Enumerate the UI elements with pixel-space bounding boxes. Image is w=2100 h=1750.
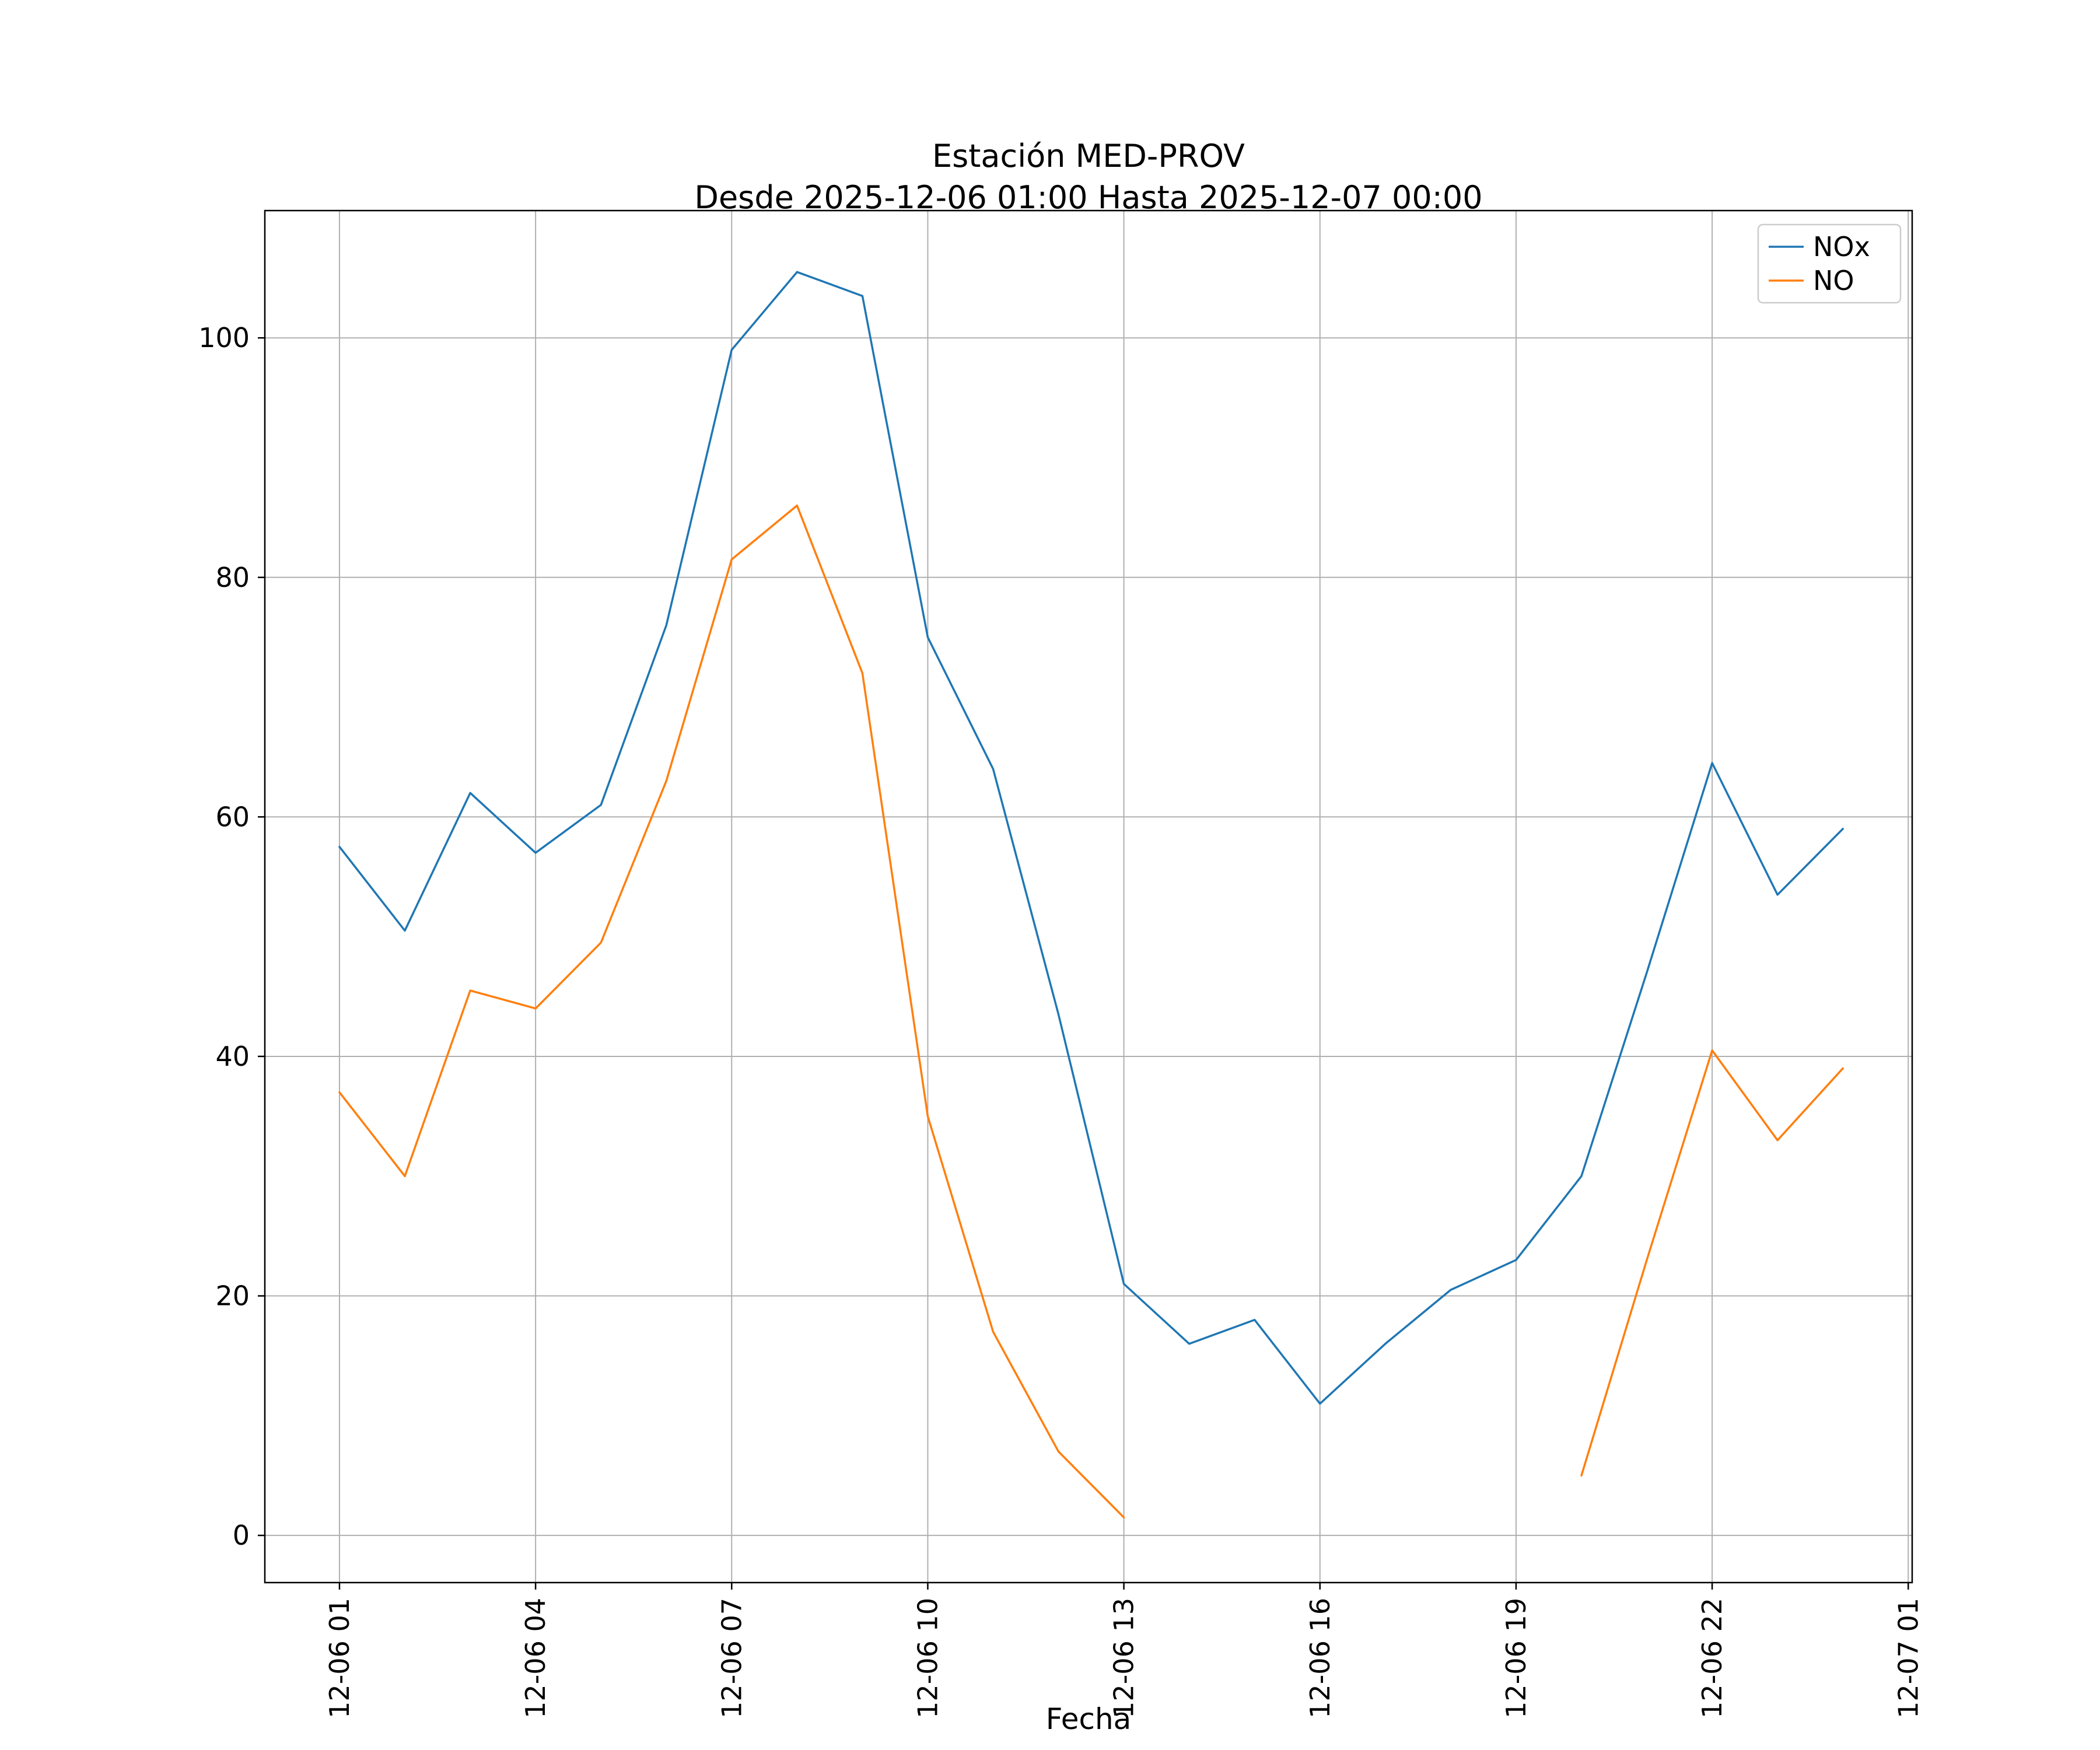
legend-label-no: NO	[1813, 265, 1854, 296]
series-line-no	[338, 504, 1125, 1519]
x-tick-label: 12-06 16	[1304, 1598, 1336, 1718]
series-line-nox	[338, 271, 1844, 1405]
x-tick-label: 12-06 04	[520, 1598, 551, 1718]
y-tick-label: 100	[198, 322, 250, 354]
y-tick-label: 20	[215, 1280, 250, 1312]
y-tick-label: 40	[215, 1041, 250, 1072]
chart-title-line2: Desde 2025-12-06 01:00 Hasta 2025-12-07 …	[694, 179, 1483, 216]
x-tick-label: 12-06 13	[1108, 1598, 1140, 1718]
legend-label-nox: NOx	[1813, 231, 1870, 262]
x-tick-label: 12-06 01	[324, 1598, 355, 1718]
x-tick-label: 12-07 01	[1892, 1598, 1924, 1718]
chart-title: Estación MED-PROV Desde 2025-12-06 01:00…	[265, 135, 1912, 219]
y-tick-label: 0	[233, 1520, 250, 1551]
chart-title-line1: Estación MED-PROV	[932, 138, 1245, 174]
y-tick-label: 80	[215, 562, 250, 593]
series-line-no	[1580, 1049, 1844, 1477]
x-tick-label: 12-06 10	[912, 1598, 943, 1718]
plot-border	[264, 209, 1913, 1584]
x-tick-label: 12-06 07	[716, 1598, 747, 1718]
x-tick-label: 12-06 22	[1696, 1598, 1728, 1718]
x-axis-label: Fecha	[1045, 1702, 1132, 1736]
x-tick-label: 12-06 19	[1500, 1598, 1532, 1718]
y-tick-label: 60	[215, 801, 250, 832]
legend-box	[1757, 223, 1902, 304]
